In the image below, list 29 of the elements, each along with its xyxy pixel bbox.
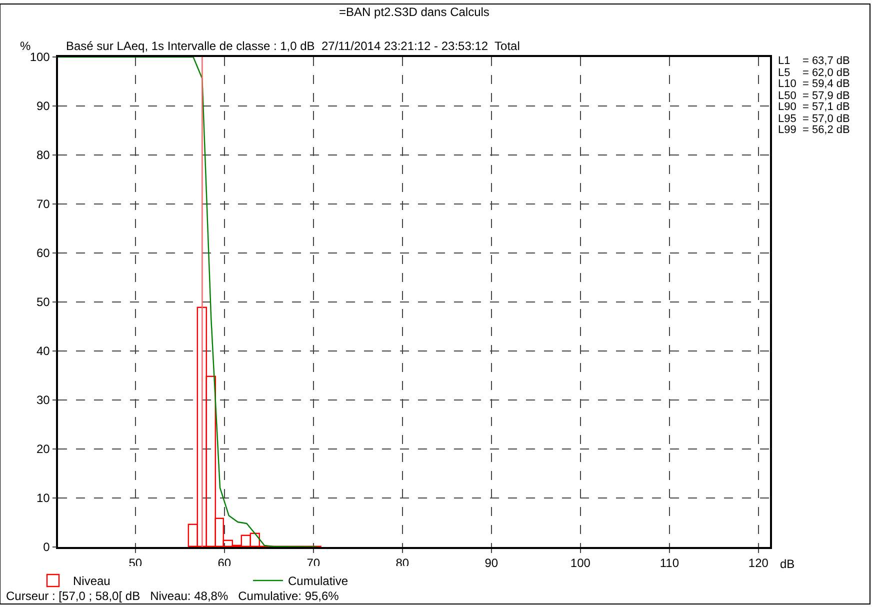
y-tick-label: 100: [30, 50, 50, 64]
y-tick-label: 90: [36, 99, 50, 114]
legend-label: Cumulative: [288, 574, 348, 588]
chart-title: =BAN pt2.S3D dans Calculs: [339, 5, 490, 19]
x-tick-label: 120: [748, 556, 769, 570]
chart-subtitle: Basé sur LAeq, 1s Intervalle de classe : 1,0 dB 27/11/2014 23:21:12 - 23:53:12 Total: [66, 39, 520, 53]
y-tick-label: 60: [36, 246, 50, 260]
y-tick-label: 70: [36, 197, 50, 212]
text: L95 = 57,0 dB: [778, 113, 850, 125]
text: L90 = 57,1 dB: [778, 101, 850, 113]
y-tick-label: 40: [36, 344, 50, 358]
y-axis-title: %: [20, 39, 31, 53]
x-tick-label: 90: [484, 556, 498, 570]
text: L99 = 56,2 dB: [778, 124, 850, 136]
x-tick-label: 110: [660, 556, 680, 570]
y-tick-label: 50: [36, 295, 50, 310]
text: L50 = 57,9 dB: [778, 90, 850, 102]
y-tick-label: 0: [43, 540, 50, 554]
x-tick-label: 100: [570, 556, 591, 570]
y-tick-label: 80: [36, 148, 50, 162]
text: L10 = 59,4 dB: [778, 78, 850, 90]
y-tick-label: 10: [36, 491, 50, 506]
text: L5 = 62,0 dB: [778, 67, 850, 79]
legend-label: Niveau: [73, 574, 110, 588]
text: Curseur : [57,0 ; 58,0[ dB Niveau: 48,8% Cumulative: 95,6%: [6, 589, 340, 603]
y-tick-label: 30: [36, 393, 50, 408]
x-axis-title: dB: [780, 557, 795, 571]
text: L1 = 63,7 dB: [778, 55, 850, 67]
y-tick-label: 20: [36, 442, 50, 456]
